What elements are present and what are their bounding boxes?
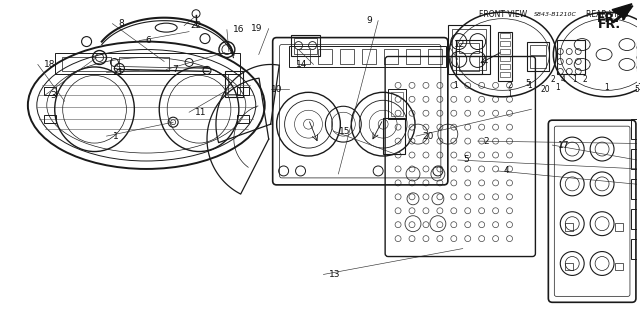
Bar [237, 87, 249, 95]
Bar [383, 118, 405, 154]
Bar [459, 42, 479, 53]
Text: 6: 6 [145, 36, 151, 45]
Bar [44, 87, 56, 95]
Bar [500, 72, 509, 78]
Bar [289, 46, 446, 67]
Text: 1: 1 [605, 83, 609, 92]
Bar [362, 48, 376, 64]
Text: 1: 1 [113, 132, 118, 141]
Bar [456, 40, 482, 74]
Text: 19: 19 [252, 24, 263, 33]
Text: 12: 12 [454, 40, 465, 49]
Bar [406, 48, 420, 64]
Bar [225, 71, 243, 97]
Text: 1: 1 [572, 75, 577, 84]
Bar [291, 34, 321, 56]
Bar [531, 45, 547, 55]
Text: 14: 14 [296, 60, 307, 69]
Bar [615, 263, 623, 271]
Bar [459, 56, 479, 71]
Text: 15: 15 [339, 127, 351, 136]
Bar [228, 74, 240, 94]
Text: 1: 1 [527, 81, 532, 90]
Text: FRONT VIEW: FRONT VIEW [479, 10, 527, 19]
Bar [615, 223, 623, 231]
Text: 8: 8 [118, 19, 124, 28]
Bar [448, 25, 490, 74]
Bar [44, 115, 56, 123]
Text: 11: 11 [195, 108, 207, 117]
Text: 3: 3 [51, 91, 56, 100]
Bar [319, 48, 332, 64]
Bar [55, 53, 240, 74]
Bar [531, 56, 547, 69]
Text: 5: 5 [634, 85, 639, 94]
Text: 13: 13 [330, 270, 341, 279]
Bar [631, 209, 640, 229]
Bar [631, 179, 640, 199]
Text: 5: 5 [464, 155, 470, 165]
Bar [296, 48, 310, 64]
Text: 1: 1 [555, 83, 559, 92]
Text: 1: 1 [637, 83, 640, 92]
Bar [631, 119, 640, 139]
Text: REAR VIEW: REAR VIEW [586, 10, 628, 19]
Polygon shape [621, 6, 633, 17]
Bar [384, 48, 398, 64]
Text: 10: 10 [271, 85, 283, 94]
Text: 2: 2 [551, 75, 556, 84]
Bar [452, 29, 486, 70]
Text: 17: 17 [558, 141, 570, 150]
Text: FR.: FR. [597, 12, 620, 25]
Text: 18: 18 [44, 60, 55, 69]
Text: 7: 7 [172, 65, 178, 74]
Text: 2: 2 [484, 137, 490, 145]
Bar [631, 149, 640, 169]
Bar [388, 89, 406, 119]
Text: 1: 1 [507, 90, 512, 99]
Bar [340, 48, 355, 64]
Text: 4: 4 [561, 75, 566, 84]
Text: 1: 1 [453, 81, 458, 90]
Text: FR.: FR. [598, 18, 621, 31]
Text: 9: 9 [367, 16, 372, 25]
Bar [565, 263, 573, 271]
Text: 20: 20 [541, 85, 550, 94]
Bar [391, 92, 403, 116]
Text: 22: 22 [190, 21, 202, 30]
Text: 5: 5 [525, 79, 530, 88]
Bar [120, 57, 169, 71]
Bar [500, 48, 509, 54]
Text: 4: 4 [504, 167, 509, 175]
Bar [500, 64, 509, 70]
Text: 21: 21 [113, 68, 124, 77]
Bar [500, 41, 509, 46]
Bar [61, 57, 111, 71]
Text: 2: 2 [507, 81, 512, 90]
Bar [500, 33, 509, 38]
Bar [637, 41, 640, 71]
Text: S843-B1210C: S843-B1210C [534, 12, 577, 17]
Bar [500, 56, 509, 62]
Bar [565, 223, 573, 231]
Bar [557, 40, 585, 74]
Text: 2: 2 [583, 75, 588, 84]
Bar [497, 32, 511, 81]
Bar [527, 41, 549, 71]
Text: 16: 16 [233, 25, 244, 34]
Bar [428, 48, 442, 64]
Bar [631, 239, 640, 258]
Bar [294, 38, 317, 54]
Bar [237, 115, 249, 123]
Polygon shape [612, 4, 632, 18]
Text: 20: 20 [422, 132, 433, 141]
